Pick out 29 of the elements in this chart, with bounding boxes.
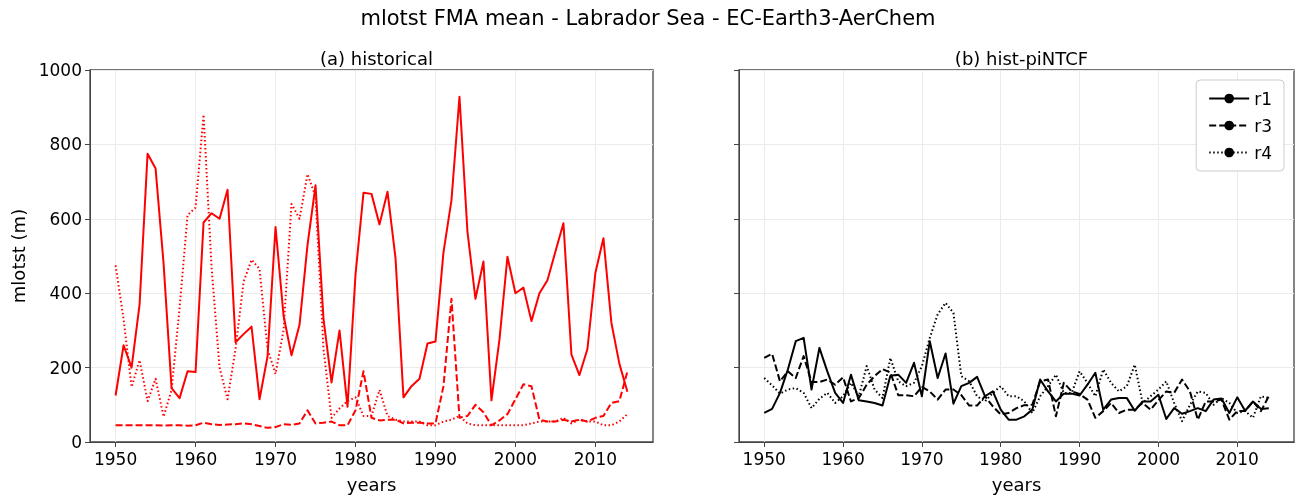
x-tick-label: 1960 — [821, 448, 865, 469]
x-tick-label: 1970 — [900, 448, 944, 469]
legend-label: r4 — [1254, 142, 1273, 163]
y-tick-label: 1000 — [38, 60, 82, 80]
x-tick-label: 1980 — [979, 448, 1023, 469]
legend-label: r3 — [1254, 115, 1273, 136]
chart-subtitle: (a) historical — [320, 47, 433, 69]
x-axis-title: years — [991, 473, 1042, 495]
x-tick-label: 2000 — [493, 448, 538, 469]
y-tick-label: 600 — [49, 208, 82, 229]
x-tick-label: 1950 — [93, 448, 138, 469]
x-tick-label: 1970 — [253, 448, 298, 469]
x-tick-label: 1990 — [413, 448, 458, 469]
x-axis-title: years — [346, 473, 397, 495]
legend-label: r1 — [1254, 88, 1273, 109]
x-tick-label: 2000 — [1136, 448, 1181, 469]
chart-subtitle: (b) hist-piNTCF — [954, 47, 1089, 69]
y-tick-label: 0 — [71, 432, 82, 452]
x-tick-label: 1960 — [173, 448, 218, 469]
x-tick-label: 2010 — [1215, 448, 1259, 469]
chart-title: mlotst FMA mean - Labrador Sea - EC-Earth3-AerChem — [360, 6, 936, 30]
x-tick-label: 1990 — [1057, 448, 1102, 469]
y-tick-label: 400 — [49, 283, 82, 304]
y-tick-label: 200 — [49, 357, 82, 378]
x-tick-label: 1950 — [742, 448, 786, 469]
x-tick-label: 1980 — [333, 448, 378, 469]
y-tick-label: 800 — [49, 134, 82, 155]
y-axis-title: mlotst (m) — [8, 208, 30, 304]
x-tick-label: 2010 — [573, 448, 618, 469]
